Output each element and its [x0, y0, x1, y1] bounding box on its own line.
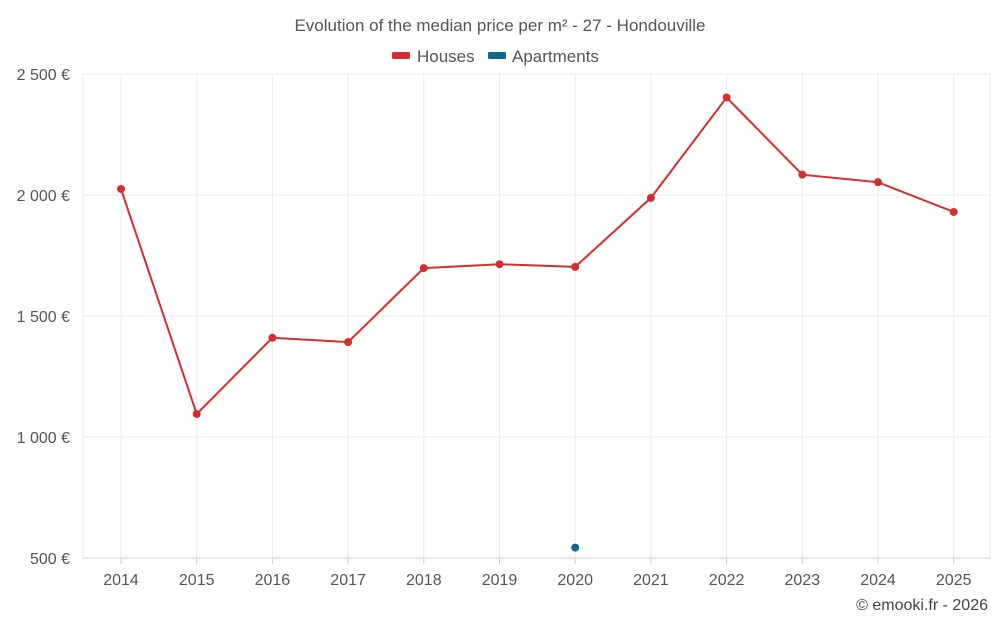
credit-text: © emooki.fr - 2026 [856, 597, 988, 614]
y-tick-label: 2 000 € [17, 188, 70, 205]
grid [82, 73, 991, 558]
x-tick-label: 2020 [557, 572, 593, 589]
x-tick-label: 2017 [330, 572, 366, 589]
x-tick-label: 2019 [482, 572, 518, 589]
y-tick-label: 1 500 € [17, 309, 70, 326]
data-point-houses[interactable] [495, 260, 504, 269]
legend-item-apartments[interactable]: Apartments [488, 47, 599, 66]
x-tick-label: 2025 [936, 572, 972, 589]
data-point-houses[interactable] [268, 333, 277, 342]
legend-label: Houses [417, 47, 475, 66]
axes: 500 € 1 000 € 1 500 € 2 000 € 2 500 € 2014 201… [17, 67, 990, 589]
x-tick-label: 2024 [860, 572, 896, 589]
data-point-apartments[interactable] [571, 543, 580, 552]
y-tick-label: 1 000 € [17, 430, 70, 447]
chart-title: Evolution of the median price per m² - 2… [294, 16, 705, 35]
data-point-houses[interactable] [874, 178, 882, 187]
data-point-houses[interactable] [419, 264, 428, 273]
x-tick-label: 2022 [709, 572, 745, 589]
data-point-houses[interactable] [722, 93, 731, 102]
x-tick-label: 2021 [633, 572, 669, 589]
legend-swatch [488, 52, 506, 59]
series-line-houses [120, 95, 955, 416]
legend[interactable]: Houses Apartments [392, 47, 599, 66]
x-tick-label: 2018 [406, 572, 442, 589]
x-tick-label: 2016 [255, 572, 291, 589]
legend-item-houses[interactable]: Houses [392, 47, 475, 66]
series-houses [117, 93, 958, 419]
x-tick-label: 2023 [785, 572, 821, 589]
x-tick-label: 2015 [179, 572, 215, 589]
series-layer [117, 93, 958, 552]
legend-label: Apartments [512, 47, 599, 66]
y-tick-label: 2 500 € [17, 67, 70, 84]
y-tick-label: 500 € [30, 551, 70, 568]
data-point-houses[interactable] [949, 207, 958, 216]
series-apartments [571, 543, 580, 552]
x-tick-label: 2014 [103, 572, 139, 589]
data-point-houses[interactable] [117, 184, 125, 193]
data-point-houses[interactable] [344, 338, 353, 347]
data-point-houses[interactable] [646, 193, 655, 202]
data-point-houses[interactable] [798, 170, 807, 179]
data-point-houses[interactable] [571, 262, 580, 271]
data-point-houses[interactable] [192, 410, 201, 419]
legend-swatch [392, 52, 410, 59]
